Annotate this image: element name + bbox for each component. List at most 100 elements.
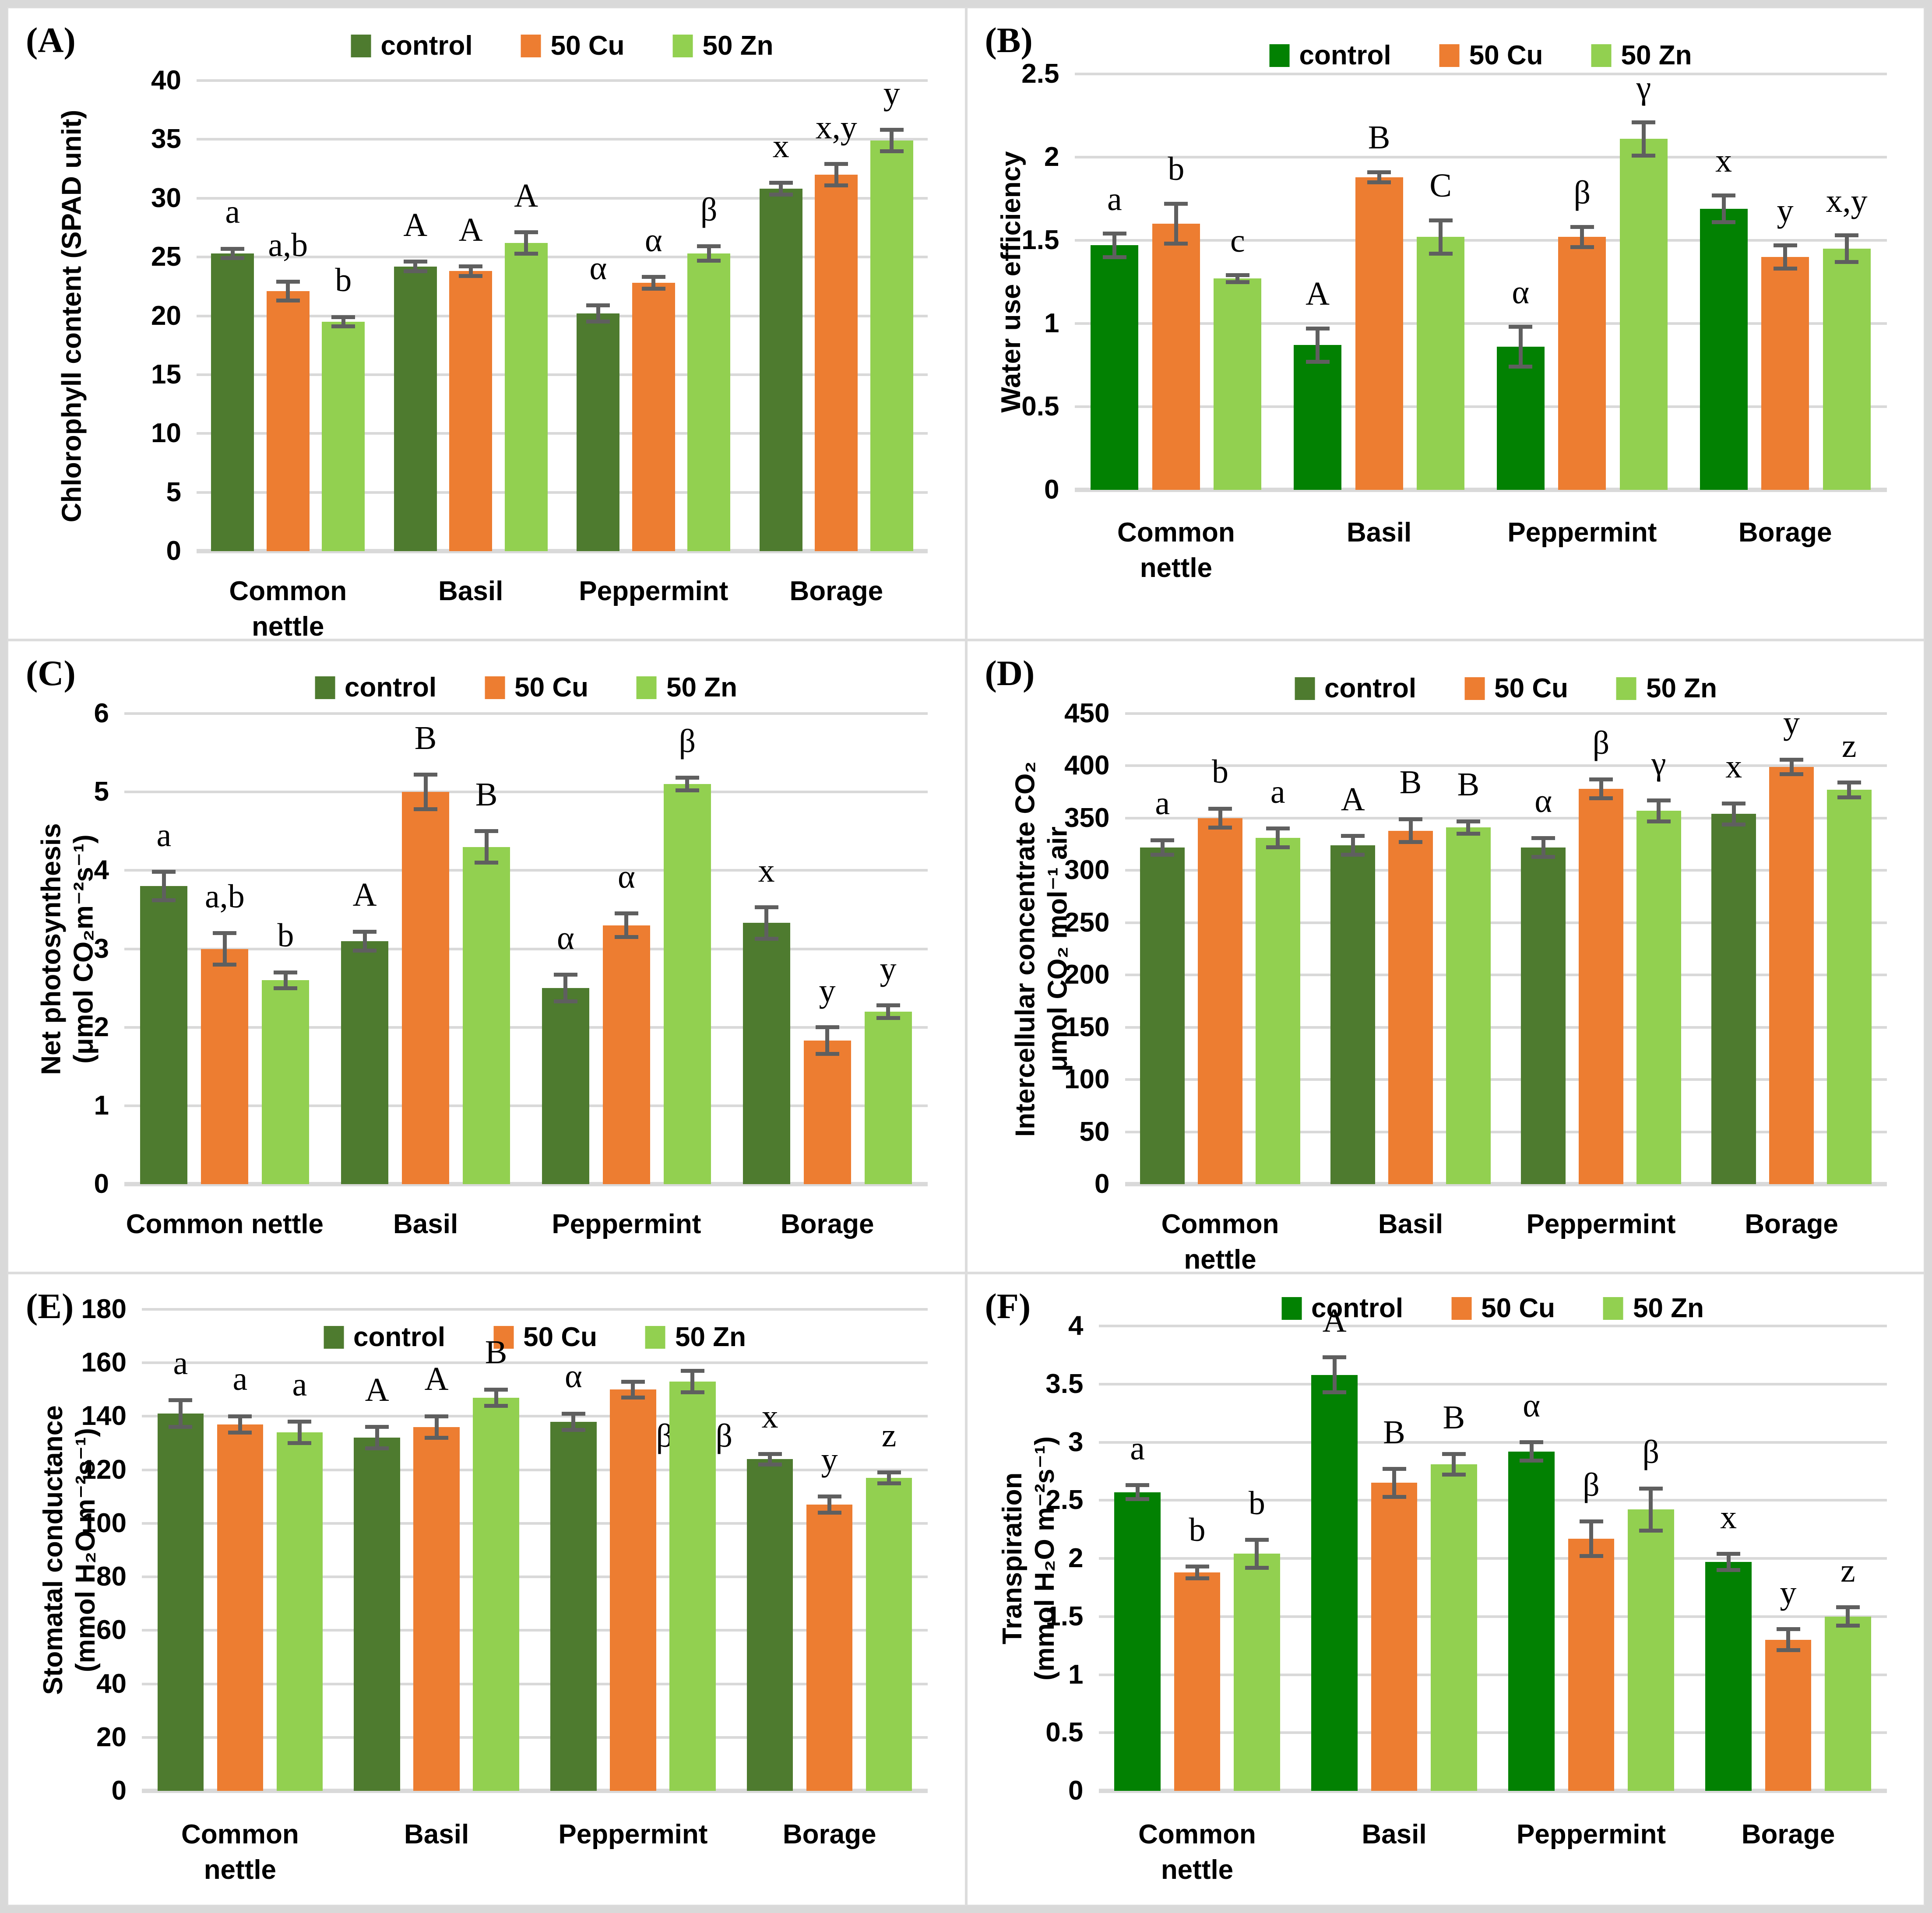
significance-label: A [514,177,538,214]
error-bar-cap-bottom [1306,359,1330,364]
panel-chlorophyll-content: (A) 0 5 10 15 20 25 30 35 40 Chlorophyll content (… [7,7,966,640]
bar-control [1294,345,1342,490]
significance-label: B [1457,766,1480,803]
error-bar-cap-bottom [769,193,793,197]
error-bar-cap-bottom [288,1441,312,1445]
error-bar-cap-top [1579,1519,1603,1523]
significance-label: x [1725,748,1742,785]
error-bar-line [1218,809,1222,828]
error-bar-line [1541,838,1545,857]
y-axis-tick-label: 20 [96,1722,127,1752]
error-bar-cap-top [213,931,237,935]
error-bar-line [631,1382,635,1398]
error-bar-line [178,1400,183,1427]
significance-label: b [1248,1485,1265,1522]
panel-net-photosynthesis: (C) 0 1 2 3 4 5 6 Net photosynthesis (μmol CO₂m⁻²… [7,640,966,1273]
bar-control [746,1459,793,1791]
legend-label: 50 Zn [1646,673,1717,703]
y-axis-title-line: Stomatal conductance [38,1405,68,1695]
x-category-label: Basil [393,1209,458,1239]
x-category-label: Borage [1738,517,1832,548]
bar-control [1508,1451,1555,1791]
significance-label: a,b [205,878,245,915]
legend-item-50-cu: 50 Cu [485,672,588,703]
error-bar-cap-bottom [425,1435,449,1440]
error-bar-cap-bottom [1367,180,1391,184]
error-bar-line [286,281,290,301]
bar-control [157,1414,204,1791]
y-axis-title: Transpiration (mmol H₂O m⁻²s⁻¹) [996,1326,1061,1791]
error-bar-cap-top [1341,834,1365,838]
gridline [124,947,928,950]
error-bar-line [1844,235,1849,262]
error-bar-cap-top [1520,1440,1544,1444]
gridline [124,1182,928,1186]
legend-label: control [380,31,473,61]
bar-50-cu [1558,237,1606,490]
y-axis-tick-label: 1.5 [1045,1601,1084,1632]
bar-50-cu [1152,224,1200,490]
error-bar-line [1160,840,1165,855]
error-bar-cap-top [680,1369,704,1373]
error-bar-line [1255,1540,1259,1568]
error-bar-cap-top [403,260,427,264]
error-bar-cap-top [1837,781,1861,785]
x-category-label: Basil [1362,1819,1427,1850]
error-bar-cap-top [817,1495,841,1499]
error-bar-line [768,1454,772,1465]
legend: control 50 Cu 50 Zn [351,30,774,61]
y-axis-tick-label: 50 [1079,1116,1110,1147]
error-bar-line [827,1496,832,1513]
error-bar-line [1847,782,1851,798]
significance-label: a [292,1366,307,1403]
y-axis-tick-label: 5 [94,777,109,807]
panel-letter: (D) [985,653,1035,693]
panel-water-use-efficiency: (B) 0 0.5 1 1.5 2 2.5 Water use efficiency contr… [966,7,1925,640]
y-axis-tick-label: 0 [1094,1169,1110,1199]
y-axis-tick-label: 6 [94,698,109,728]
x-category-label: Borage [780,1209,874,1239]
error-bar-line [1351,836,1355,855]
bar-50-cu [1765,1639,1812,1791]
x-category-label: Common nettle [229,576,347,640]
significance-label: x [1715,142,1732,179]
bar-50-cu [815,175,858,551]
y-axis-tick-label: 180 [81,1294,127,1324]
legend-item-50-cu: 50 Cu [1464,673,1568,704]
error-bar-cap-top [1164,201,1188,206]
significance-label: b [335,262,352,299]
gridline [1074,156,1887,158]
y-axis-title-line: Water use efficiency [996,151,1026,413]
error-bar-cap-top [758,1452,782,1456]
significance-label: B [475,776,498,813]
y-axis-title: Net photosynthesis (μmol CO₂m⁻²s⁻¹) [35,714,100,1184]
y-axis-tick-label: 4 [94,855,109,886]
significance-label: β [679,722,696,760]
legend-swatch-icon [485,676,505,699]
legend-item-control: control [315,672,436,703]
error-bar-cap-top [1429,218,1453,222]
error-bar-cap-bottom [758,1462,782,1466]
error-bar-cap-bottom [1776,1648,1800,1653]
x-category-label: Common nettle [1161,1209,1279,1273]
legend-label: 50 Cu [514,672,589,703]
error-bar-cap-top [1367,170,1391,174]
x-category-label: Basil [1378,1209,1443,1239]
x-category-label: Common nettle [126,1209,324,1239]
error-bar-line [1599,779,1603,798]
error-bar-line [624,913,629,937]
error-bar-cap-top [621,1379,645,1384]
gridline [1098,1441,1887,1444]
error-bar-cap-bottom [586,320,610,324]
bar-50-cu [1769,767,1814,1184]
y-axis-tick-label: 3.5 [1045,1368,1084,1399]
significance-label: z [1841,727,1857,764]
legend-label: 50 Zn [702,31,774,61]
gridline [142,1575,928,1579]
legend-swatch-icon [1269,44,1290,67]
legend-item-50-zn: 50 Zn [645,1322,746,1353]
error-bar-cap-top [1531,836,1555,840]
x-category-label: Peppermint [579,576,728,606]
error-bar-cap-bottom [1102,255,1126,259]
significance-label: γ [1651,745,1666,782]
